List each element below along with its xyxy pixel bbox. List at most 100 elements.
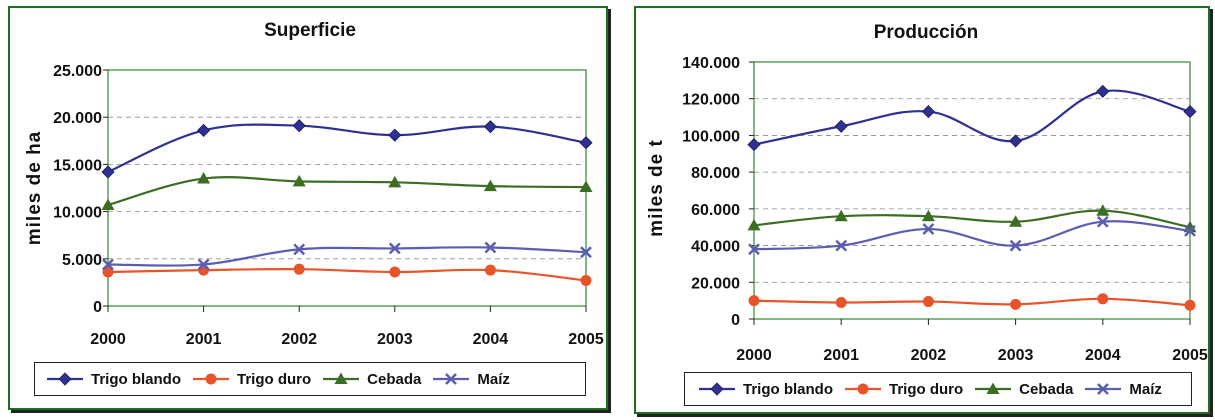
data-point <box>580 246 592 259</box>
y-tick-label: 120.000 <box>682 92 740 109</box>
y-tick-label: 100.000 <box>682 128 740 145</box>
x-tick-label: 2005 <box>1172 347 1208 364</box>
legend-item-cebada: Cebada <box>321 371 421 388</box>
data-point <box>484 264 496 276</box>
y-tick-label: 80.000 <box>691 165 740 182</box>
series-line <box>753 89 1191 146</box>
legend-swatch <box>323 372 360 384</box>
data-point <box>1009 239 1022 252</box>
legend-marker <box>205 373 217 385</box>
series-maiz <box>748 215 1196 256</box>
x-tick-label: 2005 <box>568 331 604 348</box>
x-tick-label: 2003 <box>998 347 1034 364</box>
legend-marker <box>1097 383 1110 395</box>
x-tick-label: 2002 <box>281 331 317 348</box>
data-point <box>388 175 402 188</box>
data-point <box>389 266 401 278</box>
legend-swatch <box>1085 383 1122 395</box>
series-line <box>753 297 1191 307</box>
data-point <box>921 104 935 119</box>
data-point <box>292 174 306 187</box>
legend-item-maiz: Maíz <box>431 371 510 388</box>
legend-label: Trigo blando <box>743 380 833 398</box>
series-line <box>753 209 1191 229</box>
legend-swatch <box>845 383 881 395</box>
data-point <box>292 119 306 133</box>
data-point <box>580 275 592 287</box>
data-point <box>1096 204 1110 216</box>
produccion-legend: Trigo blando Trigo duro Cebada Maíz <box>684 372 1192 406</box>
chart-title: Superficie <box>264 20 356 41</box>
series-trigo-blando <box>747 84 1197 152</box>
data-point <box>748 295 760 307</box>
plot-area <box>753 61 1191 320</box>
series-line <box>107 123 587 173</box>
series-line <box>753 220 1191 251</box>
data-point <box>101 198 115 210</box>
chart-title: Producción <box>874 22 979 43</box>
legend-marker <box>710 382 724 396</box>
y-tick-label: 60.000 <box>691 202 740 219</box>
data-point <box>1009 215 1023 227</box>
x-tick-label: 2004 <box>1085 347 1121 364</box>
y-tick-label: 20.000 <box>53 110 102 127</box>
y-axis-label: miles de ha <box>24 131 45 246</box>
data-point <box>293 263 305 275</box>
superficie-legend: Trigo blando Trigo duro Cebada Maíz <box>34 362 586 396</box>
data-point <box>1097 293 1109 305</box>
series-line <box>107 246 587 267</box>
legend-item-trigo-duro: Trigo duro <box>843 381 963 398</box>
produccion-chart: 0 20.000 40.000 60.000 80.000 100.000 120.000 1… <box>646 22 1208 364</box>
superficie-chart: 0 5.000 10.000 15.000 20.000 25.000 2000 2001 20… <box>24 20 604 348</box>
data-point <box>748 243 760 256</box>
data-point <box>197 258 210 271</box>
data-point <box>197 123 211 137</box>
x-tick-label: 2000 <box>736 347 772 364</box>
legend-label: Cebada <box>1019 380 1074 398</box>
legend-item-trigo-blando: Trigo blando <box>697 381 833 398</box>
legend-swatch <box>193 373 229 385</box>
data-point <box>1096 84 1110 98</box>
y-tick-label: 20.000 <box>691 275 740 292</box>
legend-item-maiz: Maíz <box>1083 381 1162 398</box>
legend-marker <box>445 373 458 385</box>
data-point <box>102 258 114 271</box>
legend-marker <box>986 382 1000 394</box>
legend-label: Maíz <box>477 370 510 388</box>
legend-label: Trigo duro <box>889 380 964 398</box>
y-tick-label: 0 <box>731 312 740 329</box>
y-tick-label: 15.000 <box>53 157 102 174</box>
legend-swatch <box>47 372 83 386</box>
produccion-chart-panel: 0 20.000 40.000 60.000 80.000 100.000 120.000 1… <box>634 6 1210 414</box>
legend-swatch <box>433 373 470 385</box>
data-point <box>579 180 593 193</box>
y-tick-label: 5.000 <box>62 252 102 269</box>
legend-label: Maíz <box>1129 380 1162 398</box>
data-point <box>1096 215 1109 228</box>
data-point <box>101 165 115 179</box>
data-point <box>198 264 210 276</box>
data-point <box>1009 134 1023 148</box>
data-point <box>483 120 497 134</box>
legend-marker <box>58 372 72 386</box>
y-tick-label: 10.000 <box>53 205 102 222</box>
data-point <box>293 243 306 256</box>
data-point <box>388 128 402 142</box>
data-point <box>197 172 211 184</box>
superficie-chart-panel: 0 5.000 10.000 15.000 20.000 25.000 2000 2001 20… <box>8 6 608 410</box>
data-point <box>835 239 848 252</box>
series-trigo-blando <box>101 119 593 179</box>
legend-item-cebada: Cebada <box>973 381 1073 398</box>
legend-swatch <box>975 382 1012 394</box>
y-tick-label: 0 <box>93 299 102 316</box>
x-tick-label: 2000 <box>90 331 126 348</box>
series-trigo-duro <box>102 263 592 287</box>
data-point <box>834 119 848 133</box>
series-line <box>107 176 587 207</box>
data-point <box>1184 299 1196 311</box>
x-tick-label: 2004 <box>473 331 509 348</box>
data-point <box>747 218 761 231</box>
data-point <box>834 209 848 222</box>
data-point <box>921 209 935 222</box>
x-tick-label: 2001 <box>186 331 222 348</box>
